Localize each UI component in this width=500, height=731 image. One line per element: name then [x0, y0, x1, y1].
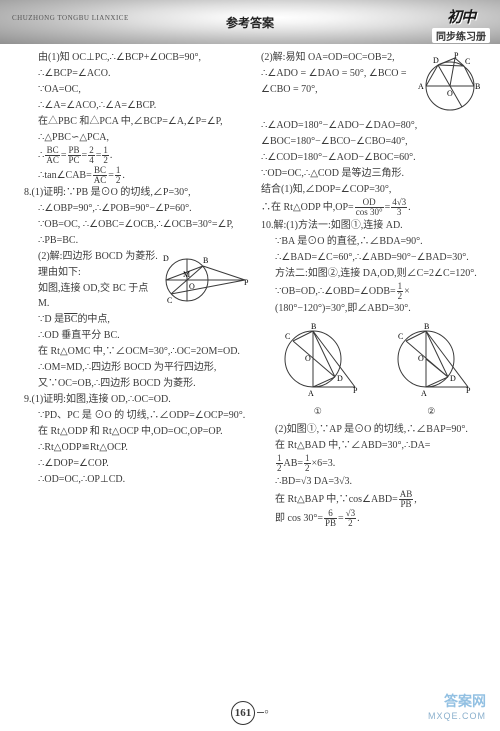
svg-text:O: O	[418, 354, 424, 363]
text-line: 在 Rt△BAD 中,∵∠ABD=30°,∴DA=	[261, 438, 488, 454]
diagram-caption: ②	[388, 405, 474, 419]
text-line: 12AB=12×6=3.	[261, 454, 488, 473]
text-line: ∵OD=OC,∴△COD 是等边三角形.	[261, 166, 488, 182]
text-line: ∴OD 垂直平分 BC.	[24, 328, 251, 344]
svg-text:D: D	[337, 374, 343, 383]
svg-text:C: C	[465, 57, 470, 66]
text-line: ∵BA 是⊙O 的直径,∴∠BDA=90°.	[261, 234, 488, 250]
text-line: ∵OB=OC, ∴∠OBC=∠OCB,∴∠OCB=30°=∠P,	[24, 217, 251, 233]
text-line: 方法二:如图②,连接 DA,OD,则∠C=2∠C=120°.	[261, 266, 488, 282]
svg-text:P: P	[244, 278, 249, 287]
svg-text:C: C	[398, 332, 403, 341]
text-line: 结合(1)知,∠DOP=∠COP=30°,	[261, 182, 488, 198]
text-line: ∴∠ADO = ∠DAO = 50°, ∠BCO = ∠CBO = 70°,	[261, 66, 410, 97]
svg-text:C: C	[167, 296, 172, 305]
svg-text:B: B	[424, 323, 429, 331]
text-line: (2)解:易知 OA=OD=OC=OB=2,	[261, 50, 410, 66]
text-line: ∴Rt△ODP≌Rt△OCP.	[24, 440, 251, 456]
svg-text:A: A	[421, 389, 427, 398]
svg-text:B: B	[203, 256, 208, 265]
text-line: 在 Rt△OMC 中,∵∠OCM=30°,∴OC=2OM=OD.	[24, 344, 251, 360]
header-title: 参考答案	[226, 14, 274, 31]
text-line: ∵OA=OC,	[24, 82, 251, 98]
text-line: (2)如图①,∵AP 是⊙O 的切线,∴∠BAP=90°.	[261, 422, 488, 438]
text-line: 在△PBC 和△PCA 中,∠BCP=∠A,∠P=∠P,	[24, 114, 251, 130]
diagram-10b: B C O A D P	[388, 323, 474, 403]
diagram-10a: B C O A D P	[275, 323, 361, 403]
header-right-block: 初中 同步练习册	[432, 6, 490, 43]
text-line: 如图,连接 OD,交 BC 于点 M.	[24, 281, 159, 312]
text-line: 由(1)知 OC⊥PC,∴∠BCP+∠OCB=90°,	[24, 50, 251, 66]
left-column: 由(1)知 OC⊥PC,∴∠BCP+∠OCB=90°, ∴∠BCP=∠ACO. …	[24, 50, 251, 702]
watermark-line1: 答案网	[428, 691, 486, 711]
watermark-line2: MXQE.COM	[428, 711, 486, 721]
text-line: ∴PB=BC.	[24, 233, 251, 249]
text-line: ∠BOC=180°−∠BCO−∠CBO=40°,	[261, 134, 488, 150]
page-number-text: 161	[231, 701, 255, 725]
text-line: 9.(1)证明:如图,连接 OD,∴OC=OD.	[24, 392, 251, 408]
header-right-small: 同步练习册	[432, 28, 490, 43]
text-line: (180°−120°)=30°,即∠ABD=30°.	[261, 301, 488, 317]
text-line: ∴在 Rt△ODP 中,OP=ODcos 30°=4√33.	[261, 198, 488, 217]
page-header: CHUZHONG TONGBU LIANXICE 参考答案 初中 同步练习册	[0, 0, 500, 44]
svg-text:O: O	[447, 89, 453, 98]
text-line: ∴∠BCP=∠ACO.	[24, 66, 251, 82]
svg-text:D: D	[433, 56, 439, 65]
svg-text:P: P	[454, 52, 459, 60]
text-line: ∴∠DOP=∠COP.	[24, 456, 251, 472]
svg-text:C: C	[285, 332, 290, 341]
text-line: ∴∠COD=180°−∠AOD−∠BOC=60°.	[261, 150, 488, 166]
text-line: ∴∠A=∠ACO,∴∠A=∠BCP.	[24, 98, 251, 114]
text-line: ∴OD=OC,∴OP⊥CD.	[24, 472, 251, 488]
svg-text:B: B	[311, 323, 316, 331]
text-line: 在 Rt△BAP 中,∵cos∠ABD=ABPB,	[261, 490, 488, 509]
text-line: 在 Rt△ODP 和 Rt△OCP 中,OD=OC,OP=OP.	[24, 424, 251, 440]
text-line: 即 cos 30°=6PB=√32.	[261, 509, 488, 528]
text-line: ∵D 是BC的中点,	[24, 312, 251, 328]
diagram-caption: ①	[275, 405, 361, 419]
text-line: ∴BD=√3 DA=3√3.	[261, 474, 488, 490]
text-line: ∴∠AOD=180°−∠ADO−∠DAO=80°,	[261, 118, 488, 134]
diagram-9: D P A O B C	[410, 52, 488, 116]
text-line: ∴tan∠CAB=BCAC=12.	[24, 166, 251, 185]
text-line: ∴BCAC=PBPC=24=12.	[24, 146, 251, 165]
text-line: ∵PD、PC 是 ⊙O 的 切线,∴∠ODP=∠OCP=90°.	[24, 408, 251, 424]
text-line: 10.解:(1)方法一:如图①,连接 AD.	[261, 218, 488, 234]
page-number: 161 ⎯◦	[231, 701, 269, 725]
header-pinyin: CHUZHONG TONGBU LIANXICE	[12, 14, 129, 22]
svg-text:A: A	[418, 82, 424, 91]
text-line: ∴∠OBP=90°,∴∠POB=90°−∠P=60°.	[24, 201, 251, 217]
svg-text:M: M	[183, 270, 190, 279]
text-line: 8.(1)证明:∵PB 是⊙O 的切线,∠P=30°,	[24, 185, 251, 201]
content-columns: 由(1)知 OC⊥PC,∴∠BCP+∠OCB=90°, ∴∠BCP=∠ACO. …	[0, 44, 500, 708]
text-line: ∴△PBC∽△PCA,	[24, 130, 251, 146]
svg-text:D: D	[450, 374, 456, 383]
text-line: (2)解:四边形 BOCD 为菱形.理由如下:	[24, 249, 159, 280]
header-right-big: 初中	[432, 6, 490, 27]
svg-text:P: P	[353, 386, 358, 395]
text-line: ∴OM=MD,∴四边形 BOCD 为平行四边形,	[24, 360, 251, 376]
text-line: ∴∠BAD=∠C=60°,∴∠ABD=90°−∠BAD=30°.	[261, 250, 488, 266]
text-line: 又∵OC=OB,∴四边形 BOCD 为菱形.	[24, 376, 251, 392]
right-column: (2)解:易知 OA=OD=OC=OB=2, ∴∠ADO = ∠DAO = 50…	[261, 50, 488, 702]
svg-text:P: P	[466, 386, 471, 395]
svg-text:A: A	[308, 389, 314, 398]
svg-text:D: D	[163, 254, 169, 263]
page-number-ornament: ⎯◦	[257, 705, 269, 721]
svg-text:B: B	[475, 82, 480, 91]
text-line: ∵OB=OD,∴∠OBD=∠ODB=12×	[261, 282, 488, 301]
svg-text:O: O	[305, 354, 311, 363]
svg-text:O: O	[189, 282, 195, 291]
diagram-8: D B M O C P	[159, 251, 251, 309]
watermark: 答案网 MXQE.COM	[428, 691, 486, 721]
